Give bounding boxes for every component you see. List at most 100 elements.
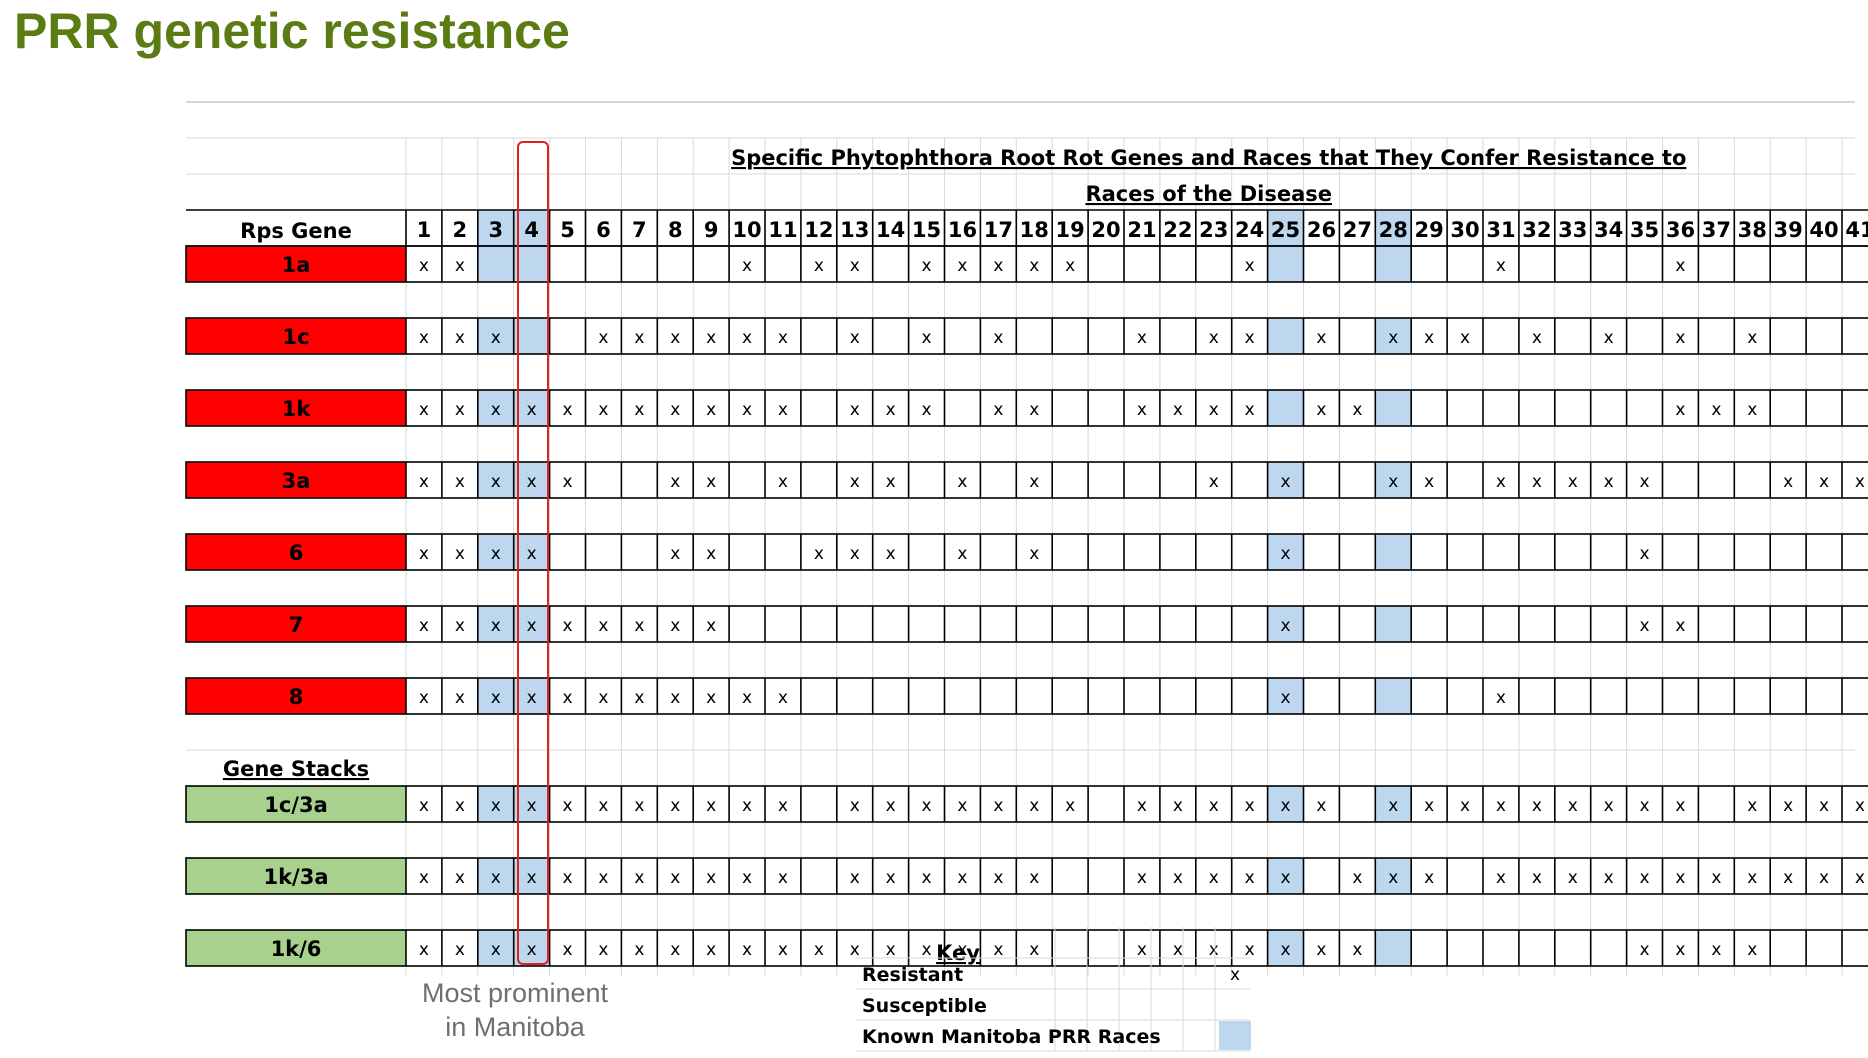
resistant-mark: x: [598, 328, 608, 348]
race-number: 7: [632, 218, 647, 242]
resistant-mark: x: [1675, 940, 1685, 960]
resistant-mark: x: [814, 256, 824, 276]
known-race-cell: [1268, 858, 1303, 894]
resistant-mark: x: [1209, 796, 1219, 816]
resistant-mark: x: [922, 256, 932, 276]
resistant-mark: x: [1424, 328, 1434, 348]
resistant-mark: x: [1281, 796, 1291, 816]
resistant-mark: x: [670, 688, 680, 708]
table-borders: [185, 209, 1868, 967]
resistant-mark: x: [527, 796, 537, 816]
resistant-mark: x: [527, 544, 537, 564]
resistant-mark: x: [1137, 796, 1147, 816]
resistant-mark: x: [419, 796, 429, 816]
resistant-mark: x: [1137, 328, 1147, 348]
resistant-mark: x: [1029, 400, 1039, 420]
resistant-mark: x: [1604, 328, 1614, 348]
gene-label: 7: [289, 613, 304, 637]
gene-label-cell: [186, 390, 406, 426]
resistant-mark: x: [922, 940, 932, 960]
resistant-mark: x: [1568, 472, 1578, 492]
resistant-mark: x: [1747, 328, 1757, 348]
resistant-mark: x: [1640, 616, 1650, 636]
resistant-mark: x: [1137, 868, 1147, 888]
known-race-cell: [478, 462, 514, 498]
resistant-mark: x: [670, 616, 680, 636]
resistant-mark: x: [1388, 472, 1398, 492]
resistant-mark: x: [886, 796, 896, 816]
resistant-mark: x: [634, 796, 644, 816]
gene-label: 1k: [282, 397, 312, 421]
resistant-mark: x: [1424, 472, 1434, 492]
resistant-mark: x: [742, 796, 752, 816]
race-number: 14: [876, 218, 905, 242]
race-number: 38: [1738, 218, 1767, 242]
resistant-mark: x: [455, 868, 465, 888]
race-number: 37: [1702, 218, 1731, 242]
known-race-cell: [478, 930, 514, 966]
resistant-mark: x: [1640, 940, 1650, 960]
resistant-mark: x: [1281, 688, 1291, 708]
resistant-mark: x: [1029, 256, 1039, 276]
table-title: Specific Phytophthora Root Rot Genes and…: [731, 146, 1686, 170]
resistant-mark: x: [993, 400, 1003, 420]
resistant-mark: x: [1209, 868, 1219, 888]
resistant-mark: x: [1388, 328, 1398, 348]
known-race-cell: [1268, 210, 1303, 246]
known-race-cell: [1268, 786, 1303, 822]
resistant-mark: x: [419, 256, 429, 276]
resistant-mark: x: [993, 256, 1003, 276]
resistant-mark: x: [850, 472, 860, 492]
resistant-mark: x: [1640, 544, 1650, 564]
resistant-mark: x: [491, 868, 501, 888]
resistant-mark: x: [1855, 472, 1865, 492]
stack-label-cell: [186, 786, 406, 822]
resistant-mark: x: [1675, 256, 1685, 276]
resistant-mark: x: [1173, 868, 1183, 888]
race-number: 13: [840, 218, 869, 242]
key-known-race-swatch: [1219, 1021, 1251, 1050]
resistant-mark: x: [563, 688, 573, 708]
resistant-mark: x: [1065, 796, 1075, 816]
resistant-mark: x: [957, 796, 967, 816]
resistant-mark: x: [1747, 940, 1757, 960]
resistant-mark: x: [1209, 400, 1219, 420]
resistant-mark: x: [957, 868, 967, 888]
resistant-mark: x: [670, 328, 680, 348]
stack-label-cell: [186, 858, 406, 894]
gene-label-cell: [186, 606, 406, 642]
gene-label: 3a: [282, 469, 311, 493]
resistant-mark: x: [1568, 868, 1578, 888]
resistant-mark: x: [1352, 400, 1362, 420]
race-number: 25: [1271, 218, 1300, 242]
resistant-mark: x: [1388, 796, 1398, 816]
race-number: 19: [1056, 218, 1085, 242]
gene-label-cells: [186, 246, 406, 966]
resistant-mark: x: [1604, 796, 1614, 816]
gene-row-border: [185, 677, 1868, 715]
resistant-mark: x: [563, 472, 573, 492]
gene-label: 1a: [282, 253, 311, 277]
known-race-cell: [514, 786, 550, 822]
resistant-mark: x: [1819, 472, 1829, 492]
resistant-mark: x: [1532, 328, 1542, 348]
known-race-cell: [478, 210, 514, 246]
resistant-mark: x: [1281, 544, 1291, 564]
race-number: 22: [1163, 218, 1192, 242]
race-number: 40: [1809, 218, 1838, 242]
resistant-mark: x: [527, 940, 537, 960]
known-race-cell: [1375, 246, 1411, 282]
table-text: Specific Phytophthora Root Rot Genes and…: [223, 146, 1868, 965]
key-title: Key: [936, 941, 980, 965]
known-race-cell: [1268, 930, 1303, 966]
known-race-cell: [1375, 606, 1411, 642]
race-number: 28: [1379, 218, 1408, 242]
resistant-mark: x: [563, 796, 573, 816]
resistant-mark: x: [1029, 796, 1039, 816]
race-number: 21: [1127, 218, 1156, 242]
resistant-mark: x: [1245, 940, 1255, 960]
resistant-mark: x: [814, 544, 824, 564]
stack-row-border: [185, 929, 1868, 967]
resistant-mark: x: [1783, 796, 1793, 816]
